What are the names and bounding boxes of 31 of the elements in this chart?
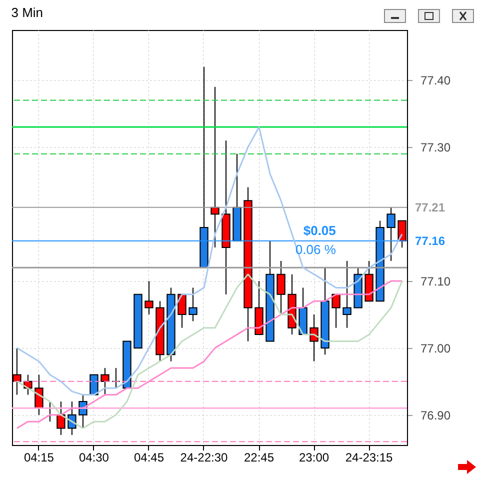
candlestick: [68, 400, 76, 436]
candlestick: [100, 368, 110, 396]
candlestick: [386, 206, 396, 262]
y-tick-label: 77.00: [420, 341, 451, 356]
y-tick-label: 76.90: [420, 408, 451, 422]
candlestick: [310, 314, 318, 362]
x-tick-label: 24-23:15: [345, 450, 394, 464]
x-tick-label: 04:45: [134, 450, 164, 464]
ref-line-label: 77.21: [415, 200, 446, 214]
y-tick-label: 77.40: [420, 74, 451, 88]
annotation: $0.05: [303, 222, 336, 238]
x-tick-label: 22:45: [244, 450, 274, 464]
ref-line-label: 77.16: [415, 234, 446, 248]
chart-title: 3 Min: [11, 5, 44, 20]
annotation: 0.06 %: [295, 242, 336, 257]
candlestick: [276, 260, 286, 315]
candlestick: [188, 287, 198, 322]
candlestick: [56, 400, 66, 436]
candlestick: [34, 374, 44, 416]
candlestick: [112, 368, 120, 389]
candlestick: [332, 294, 340, 328]
x-tick-label: 04:30: [78, 450, 110, 464]
y-tick-label: 77.10: [420, 274, 451, 289]
candlestick: [178, 294, 186, 328]
candlestick: [342, 260, 352, 328]
y-tick-label: 77.30: [420, 140, 451, 155]
candlestick: [144, 280, 154, 315]
x-tick-label: 24-22:30: [180, 450, 228, 464]
x-tick-label: 23:00: [299, 450, 330, 464]
x-tick-label: 04:15: [24, 450, 54, 464]
candlestick: [90, 374, 98, 396]
